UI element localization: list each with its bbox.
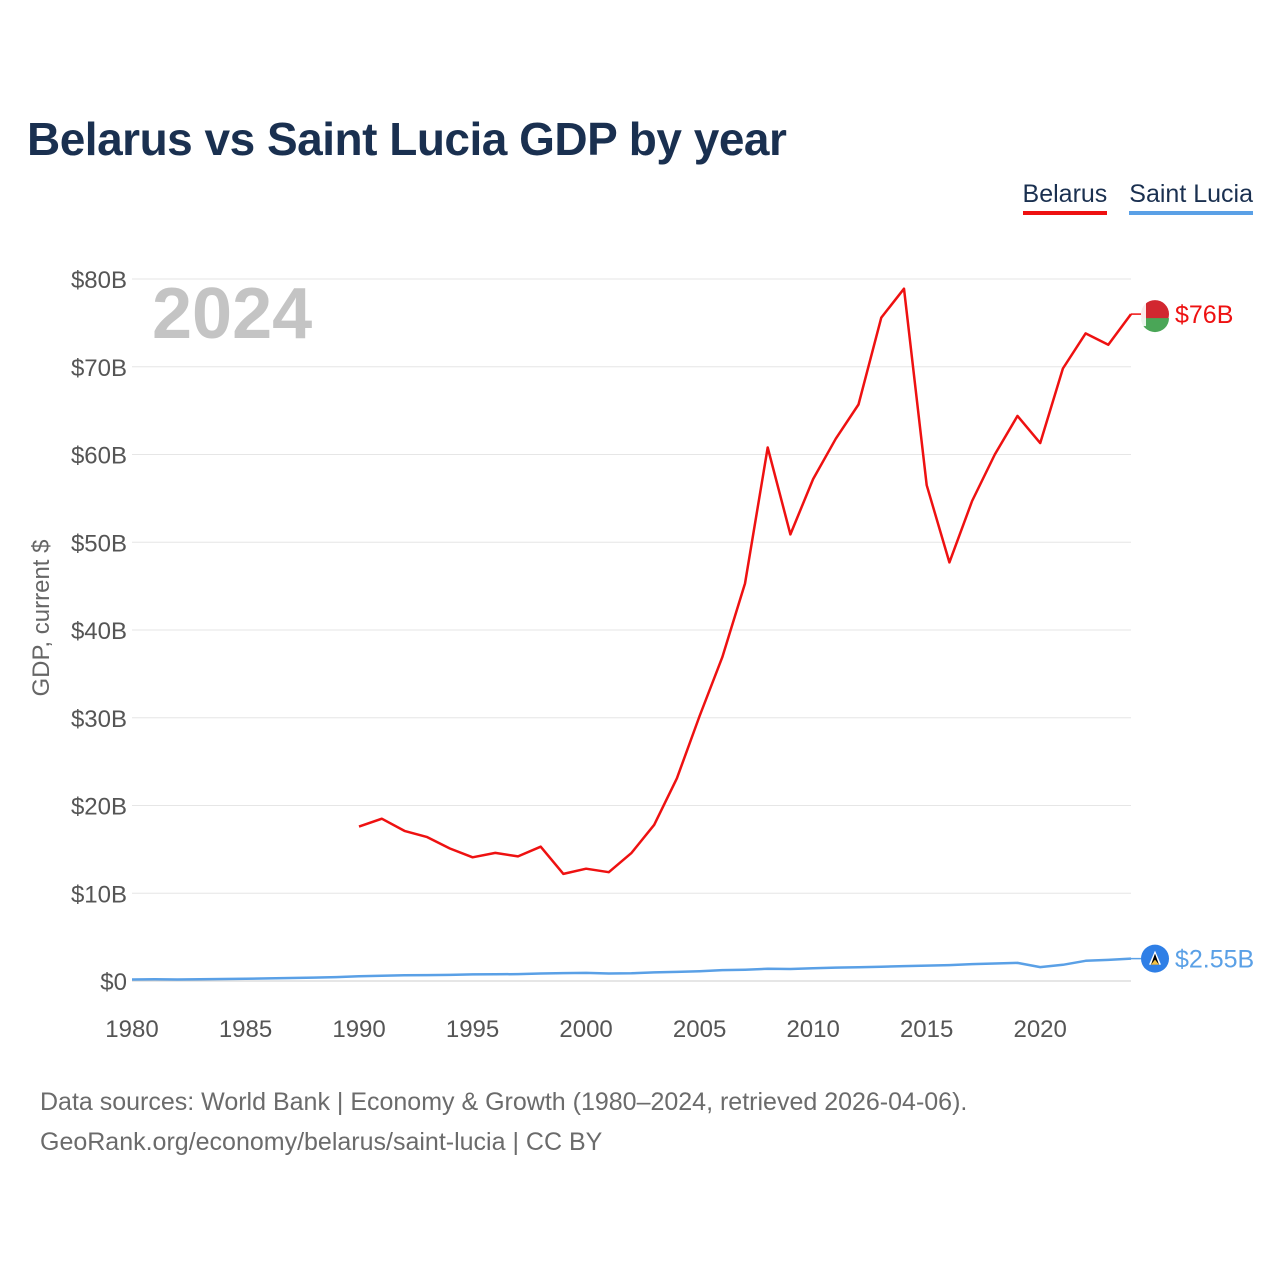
series-line-belarus	[358, 287, 1133, 876]
x-tick-label: 2015	[900, 1016, 953, 1043]
data-sources-note: Data sources: World Bank | Economy & Gro…	[40, 1088, 968, 1116]
y-tick-label: $60B	[71, 443, 127, 470]
flag-belarus-green-band	[1141, 318, 1169, 333]
legend-item-belarus[interactable]: Belarus	[1022, 180, 1108, 215]
y-tick-label: $80B	[71, 267, 127, 294]
y-tick-label: $40B	[71, 618, 127, 645]
legend: Belarus Saint Lucia	[1022, 180, 1253, 215]
y-tick-label: $70B	[71, 355, 127, 382]
series-line-saint-lucia	[131, 957, 1132, 981]
end-label-saint-lucia: $2.55B	[1175, 946, 1254, 974]
y-tick-label: $0	[100, 969, 127, 996]
y-tick-label: $20B	[71, 794, 127, 821]
x-tick-label: 1995	[446, 1016, 499, 1043]
x-tick-label: 2000	[559, 1016, 612, 1043]
y-axis-label: GDP, current $	[28, 540, 55, 697]
x-tick-label: 1980	[105, 1016, 158, 1043]
x-tick-label: 1985	[219, 1016, 272, 1043]
flag-saint-lucia-black-triangle	[1151, 953, 1159, 965]
y-tick-label: $50B	[71, 530, 127, 557]
legend-item-saint-lucia[interactable]: Saint Lucia	[1129, 180, 1253, 215]
flag-saint-lucia-gold-triangle	[1151, 959, 1159, 965]
page-title: Belarus vs Saint Lucia GDP by year	[27, 113, 787, 165]
source-url: GeoRank.org/economy/belarus/saint-lucia …	[40, 1128, 603, 1156]
y-tick-label: $30B	[71, 706, 127, 733]
end-label-belarus: $76B	[1175, 301, 1233, 329]
year-watermark: 2024	[152, 274, 312, 354]
flag-belarus-ornament	[1141, 302, 1146, 327]
x-tick-label: 2010	[786, 1016, 839, 1043]
x-tick-label: 2005	[673, 1016, 726, 1043]
x-tick-label: 1990	[332, 1016, 385, 1043]
footer: Data sources: World Bank | Economy & Gro…	[40, 1082, 967, 1162]
y-tick-label: $10B	[71, 881, 127, 908]
x-tick-label: 2020	[1013, 1016, 1066, 1043]
